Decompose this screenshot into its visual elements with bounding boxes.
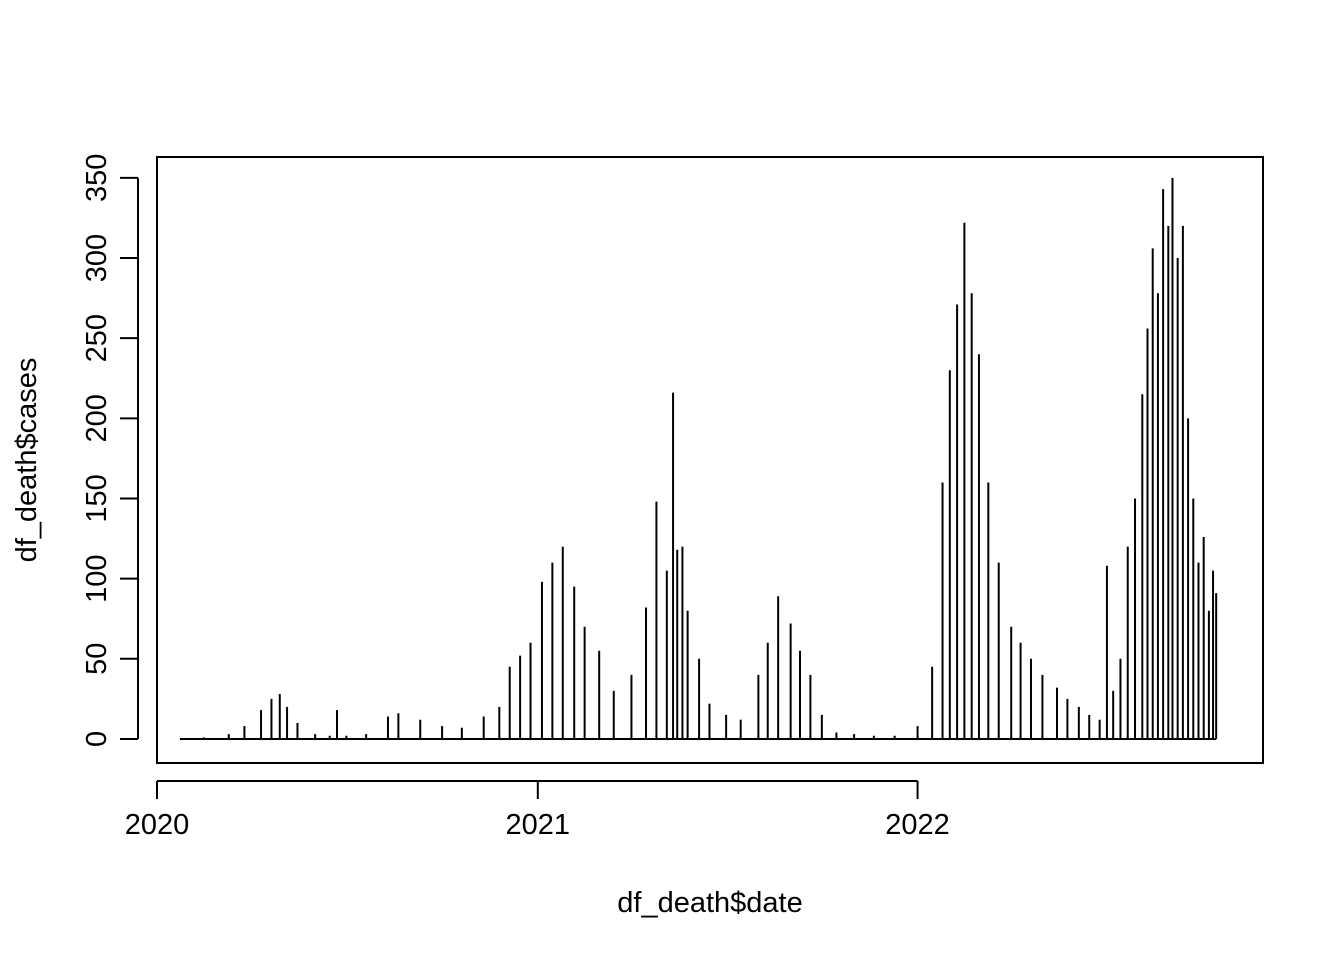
y-tick-label: 250 [81,314,113,362]
y-tick-label: 300 [81,234,113,282]
x-tick-label: 2020 [125,809,190,841]
y-tick-label: 350 [81,154,113,202]
x-axis: 2020 2021 2022 [125,780,950,841]
x-tick-label: 2021 [506,809,571,841]
y-tick-label: 50 [81,643,113,675]
y-tick-label: 150 [81,474,113,522]
bar-series [179,177,1218,740]
x-axis-label: df_death$date [617,887,802,919]
x-tick-label: 2022 [885,809,950,841]
y-tick-label: 0 [81,731,113,747]
plot-frame [156,156,1264,764]
y-axis: 0 50 100 150 200 250 300 350 [81,154,139,747]
y-tick-label: 200 [81,394,113,442]
y-tick-label: 100 [81,554,113,602]
y-axis-label: df_death$cases [11,358,43,563]
